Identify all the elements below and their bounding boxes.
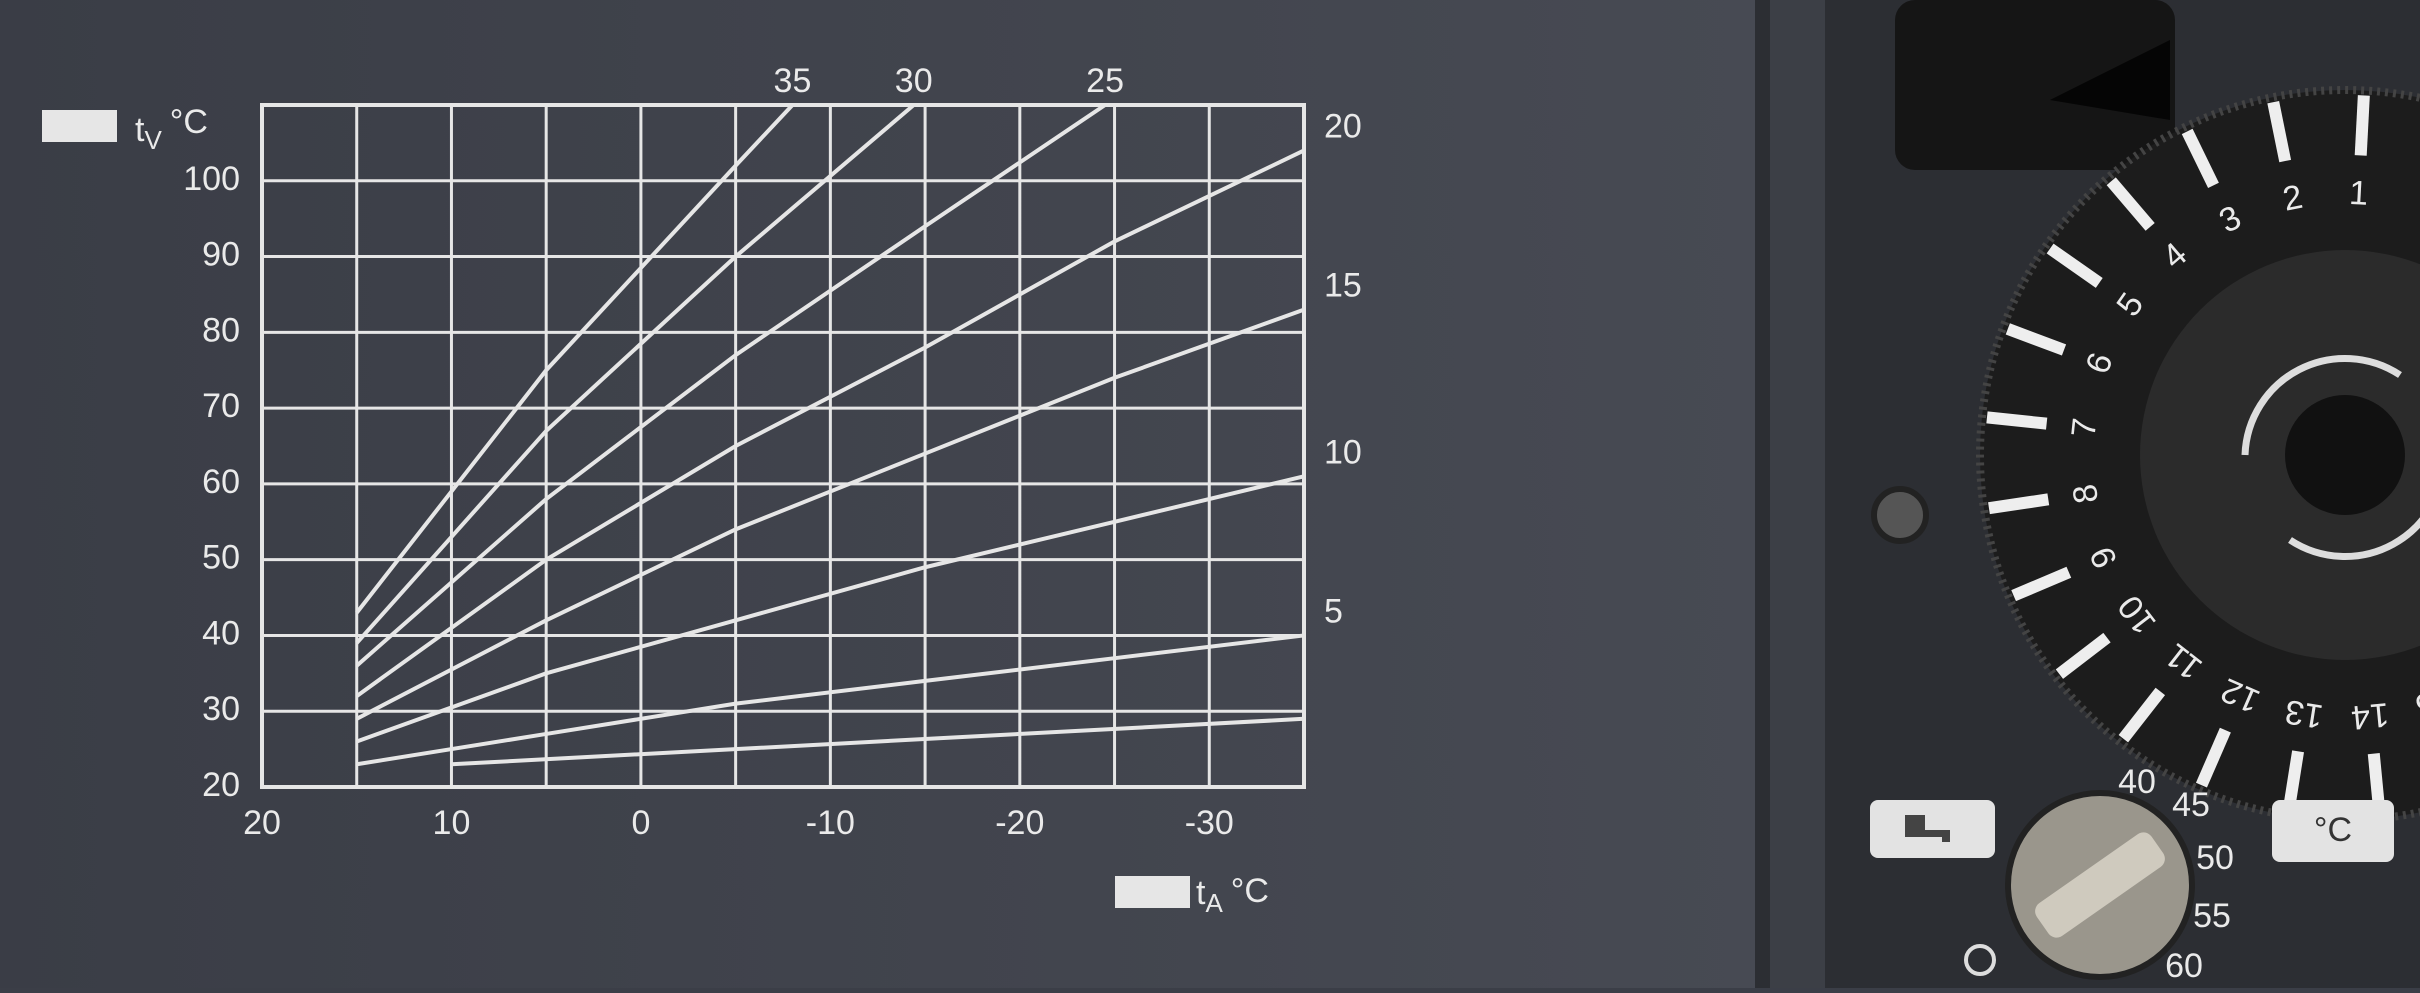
x-tick-label: 20 xyxy=(243,804,281,842)
y-tick-label: 80 xyxy=(202,311,240,349)
chart: 123456789101112131415 °C 4045505560 tV°C… xyxy=(0,0,2420,988)
curve-label: 15 xyxy=(1324,267,1362,305)
x-label-unit: °C xyxy=(1231,872,1269,910)
x-tick-label: 0 xyxy=(631,804,650,842)
knob-scale-label: 55 xyxy=(2193,897,2231,935)
x-tick-label: -30 xyxy=(1185,804,1234,842)
x-tick-label: -10 xyxy=(806,804,855,842)
page: 123456789101112131415 °C 4045505560 tV°C… xyxy=(0,0,2420,988)
curve-label: 5 xyxy=(1324,592,1343,630)
dial-number: 13 xyxy=(2282,692,2325,735)
y-tick-label: 70 xyxy=(202,387,240,425)
y-tick-label: 50 xyxy=(202,539,240,577)
curve-label: 20 xyxy=(1324,107,1362,145)
x-tick-label: -20 xyxy=(995,804,1044,842)
unit-label: °C xyxy=(2314,811,2352,849)
y-label-unit: °C xyxy=(170,103,208,141)
y-tick-label: 20 xyxy=(202,766,240,804)
curve-label: 30 xyxy=(895,62,933,100)
knob-scale-label: 45 xyxy=(2172,786,2210,824)
y-tick-label: 90 xyxy=(202,236,240,274)
dial-number: 14 xyxy=(2349,695,2390,736)
y-label-sub: V xyxy=(144,125,162,155)
screw xyxy=(1874,489,1926,541)
y-tick-label: 40 xyxy=(202,614,240,652)
panel-edge xyxy=(1770,0,1825,988)
knob-scale-label: 50 xyxy=(2196,839,2234,877)
y-tick-label: 100 xyxy=(183,160,240,198)
legend-swatch xyxy=(42,110,117,142)
knob-scale-label: 60 xyxy=(2165,947,2203,985)
timer-hub xyxy=(2285,395,2405,515)
legend-swatch xyxy=(1115,876,1190,908)
knob-scale-label: 40 xyxy=(2118,763,2156,801)
hot-water-button[interactable] xyxy=(1870,800,1995,858)
y-tick-label: 60 xyxy=(202,463,240,501)
dial-number: 1 xyxy=(2348,174,2369,213)
curve-label: 25 xyxy=(1086,62,1124,100)
curve-label: 10 xyxy=(1324,433,1362,471)
dial-number: 7 xyxy=(2065,416,2105,439)
y-tick-label: 30 xyxy=(202,690,240,728)
x-tick-label: 10 xyxy=(433,804,471,842)
curve-label: 35 xyxy=(774,62,812,100)
x-label-sub: A xyxy=(1205,888,1223,918)
